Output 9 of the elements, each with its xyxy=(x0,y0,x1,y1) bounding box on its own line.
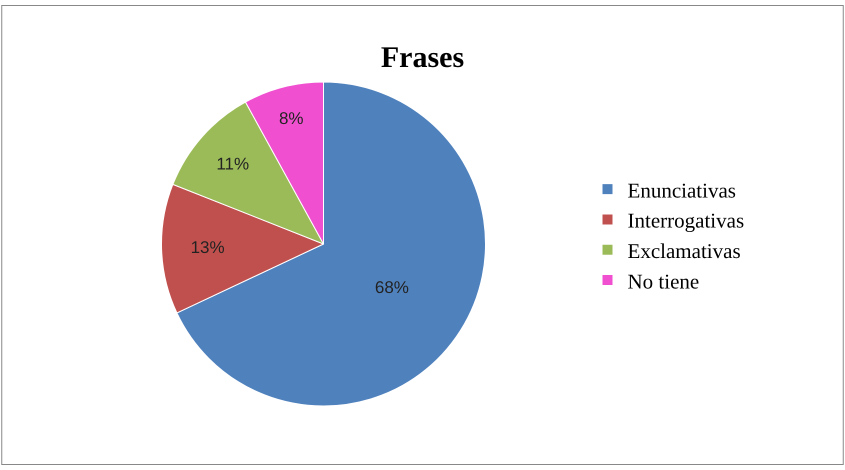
data-label: 13% xyxy=(190,238,225,258)
legend-label: Enunciativas xyxy=(628,178,736,202)
chart-title: Frases xyxy=(380,40,464,74)
legend-label: No tiene xyxy=(628,269,700,294)
legend-label: Interrogativas xyxy=(628,208,744,233)
data-label: 11% xyxy=(216,154,250,174)
data-label: 8% xyxy=(278,108,304,128)
data-label: 68% xyxy=(374,278,409,297)
legend-label: Exclamativas xyxy=(628,238,741,263)
